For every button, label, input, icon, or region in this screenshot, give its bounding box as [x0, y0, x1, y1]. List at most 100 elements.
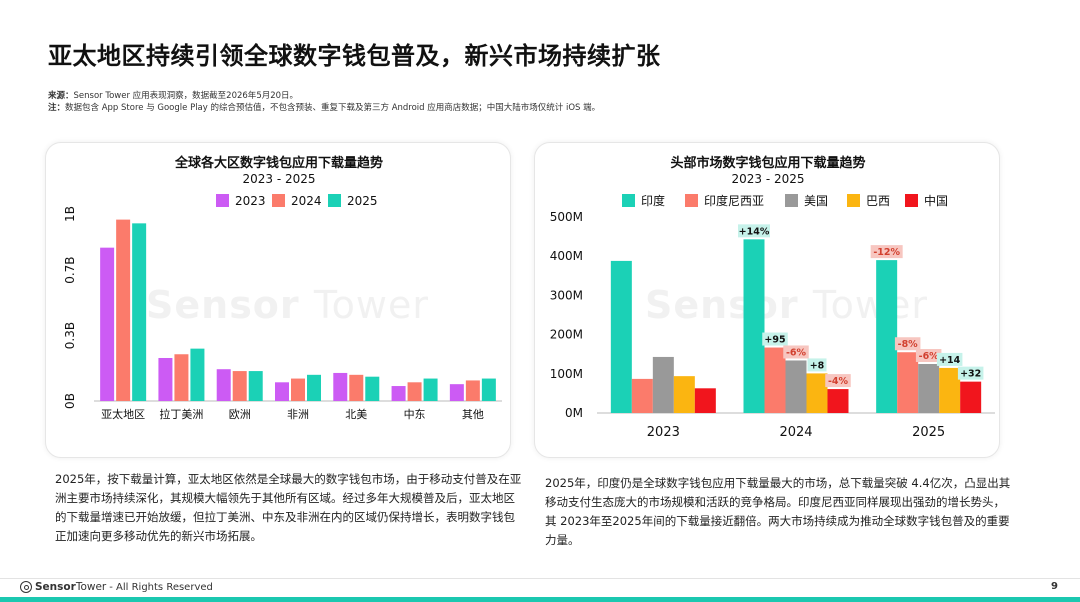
- bar: [876, 260, 898, 413]
- bar-annotation: -4%: [828, 376, 849, 387]
- chart-subtitle: 2023 - 2025: [731, 172, 804, 186]
- bar: [481, 378, 496, 401]
- bar: [939, 367, 961, 413]
- bar-annotation: -6%: [786, 347, 807, 358]
- source-label: 来源：: [48, 91, 74, 101]
- bar: [174, 354, 189, 401]
- bar: [610, 260, 632, 413]
- source-notes: 来源：Sensor Tower 应用表现洞察，数据截至2026年5月20日。 注…: [48, 90, 600, 114]
- y-tick-label: 300M: [550, 288, 583, 302]
- bar: [918, 364, 940, 413]
- legend-label: 印度尼西亚: [704, 193, 764, 208]
- bar: [190, 348, 205, 401]
- legend-swatch: [905, 194, 918, 207]
- bar: [216, 369, 231, 401]
- footer-brand: SensorTower - All Rights Reserved: [20, 581, 213, 593]
- legend-label: 2025: [347, 194, 378, 208]
- legend-label: 2023: [235, 194, 266, 208]
- bar: [827, 389, 849, 413]
- chart-title: 全球各大区数字钱包应用下载量趋势: [174, 155, 383, 171]
- bar-annotation-bg: [936, 352, 963, 366]
- bar-annotation-bg: [783, 345, 809, 359]
- bar: [407, 382, 422, 401]
- source-line: 来源：Sensor Tower 应用表现洞察，数据截至2026年5月20日。: [48, 90, 600, 102]
- bar: [391, 386, 406, 401]
- legend-swatch: [847, 194, 860, 207]
- page-number: 9: [1051, 581, 1058, 592]
- x-tick-label: 北美: [345, 408, 367, 421]
- bar: [291, 378, 305, 401]
- bar-annotation: -8%: [898, 339, 919, 350]
- bar: [232, 371, 247, 401]
- bar: [132, 223, 147, 401]
- bar-annotation: +95: [764, 335, 785, 346]
- y-tick-label: 100M: [550, 367, 583, 381]
- note-label: 注：: [48, 103, 66, 113]
- bar: [449, 384, 464, 401]
- sensortower-logo-icon: [20, 581, 32, 593]
- bar: [423, 378, 438, 401]
- x-tick-label: 欧洲: [229, 408, 251, 421]
- bar-annotation-bg: [825, 374, 851, 388]
- bar: [631, 378, 653, 413]
- legend-swatch: [785, 194, 798, 207]
- legend-label: 巴西: [866, 194, 890, 208]
- bar: [806, 373, 828, 413]
- bar-annotation-bg: [894, 337, 921, 351]
- bar: [897, 352, 919, 413]
- page-title: 亚太地区持续引领全球数字钱包普及，新兴市场持续扩张: [48, 42, 661, 70]
- bar: [960, 381, 982, 413]
- bar-annotation: -6%: [919, 351, 940, 362]
- legend-label: 印度: [641, 193, 665, 208]
- legend-swatch: [622, 194, 635, 207]
- x-tick-label: 2024: [779, 425, 812, 440]
- bar-annotation: -12%: [873, 247, 900, 258]
- y-tick-label: 400M: [550, 249, 583, 263]
- x-tick-label: 其他: [462, 408, 484, 421]
- bar: [694, 388, 716, 413]
- chart-title: 头部市场数字钱包应用下载量趋势: [670, 155, 865, 171]
- bar: [307, 374, 321, 401]
- market-chart-panel: Sensor Tower 头部市场数字钱包应用下载量趋势 2023 - 2025 印…: [534, 142, 1000, 458]
- market-commentary: 2025年，印度仍是全球数字钱包应用下载量最大的市场，总下载量突破 4.4亿次，…: [545, 476, 1011, 547]
- x-tick-label: 中东: [404, 408, 426, 421]
- footer-accent-bar: [0, 597, 1080, 602]
- y-tick-label: 0B: [63, 393, 77, 409]
- x-tick-label: 拉丁美洲: [159, 407, 203, 421]
- bar-annotation: +8: [810, 360, 825, 371]
- regional-chart-panel: Sensor Tower 全球各大区数字钱包应用下载量趋势 2023 - 2025…: [45, 142, 511, 458]
- bar-annotation-bg: [762, 332, 788, 346]
- regional-commentary: 2025年，按下载量计算，亚太地区依然是全球最大的数字钱包市场，由于移动支付普及…: [55, 472, 522, 543]
- legend-swatch: [328, 194, 341, 207]
- bar: [333, 372, 348, 401]
- bar: [100, 247, 115, 401]
- bar: [275, 382, 289, 401]
- bar-annotation: +32: [960, 369, 981, 380]
- legend-label: 中国: [924, 193, 948, 208]
- note-text: 数据包含 App Store 与 Google Play 的综合预估值，不包含预…: [65, 103, 601, 113]
- legend-swatch: [685, 194, 698, 207]
- legend-label: 2024: [291, 194, 322, 208]
- bar: [673, 376, 695, 413]
- bar: [349, 374, 364, 401]
- y-tick-label: 0.3B: [63, 322, 77, 349]
- bar-annotation-bg: [957, 366, 984, 380]
- bar-annotation-bg: [915, 349, 942, 362]
- rights-text: - All Rights Reserved: [109, 581, 213, 593]
- y-tick-label: 1B: [63, 206, 77, 222]
- chart-subtitle: 2023 - 2025: [242, 172, 315, 186]
- bar: [465, 380, 480, 401]
- legend-label: 美国: [804, 194, 828, 208]
- bar-annotation-bg: [807, 358, 827, 372]
- bar: [365, 376, 380, 401]
- note-line: 注：数据包含 App Store 与 Google Play 的综合预估值，不包…: [48, 102, 600, 114]
- bar: [743, 239, 765, 413]
- x-tick-label: 非洲: [287, 408, 309, 421]
- x-tick-label: 2025: [912, 425, 945, 440]
- x-tick-label: 2023: [647, 425, 680, 440]
- y-tick-label: 500M: [550, 210, 583, 224]
- y-tick-label: 0.7B: [63, 256, 77, 283]
- bar: [248, 371, 263, 401]
- bar: [158, 357, 173, 401]
